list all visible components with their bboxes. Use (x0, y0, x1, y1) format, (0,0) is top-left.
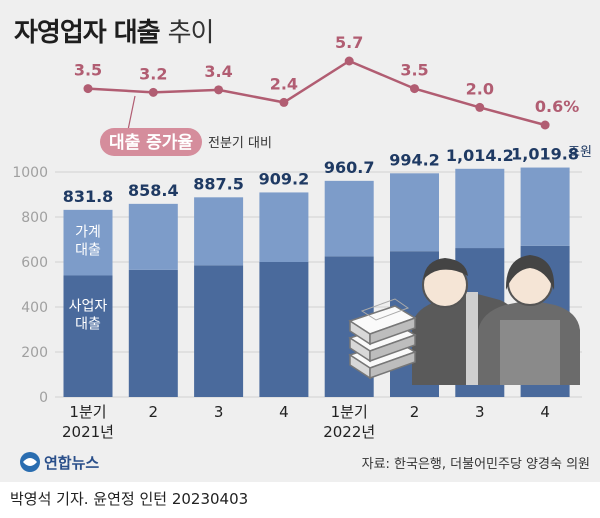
legend-note: 전분기 대비 (208, 136, 272, 151)
business-segment-label: 사업자 대출 (69, 298, 108, 332)
x-axis-label: 4 (540, 403, 550, 421)
growth-label: 2.0 (466, 79, 494, 98)
growth-point (83, 84, 93, 94)
total-label: 858.4 (128, 181, 179, 200)
total-label: 960.7 (324, 158, 375, 177)
growth-line-path (87, 59, 546, 127)
legend-pill-label: 대출 증가율 (109, 133, 193, 153)
logo-mark-inner (23, 458, 37, 466)
y-tick-label: 1000 (12, 165, 48, 181)
x-axis-labels: 1분기 2021년 2 3 4 1분기 2022년 2 3 4 (62, 403, 550, 441)
x-axis-label: 4 (279, 403, 289, 421)
title-sub: 추이 (167, 18, 215, 48)
logo-text: 연합뉴스 (44, 454, 99, 472)
legend-pill (100, 128, 202, 156)
total-labels: 831.8 858.4 887.5 909.2 960.7 994.2 1,014.21,0… (63, 145, 579, 206)
y-tick-label: 200 (21, 345, 48, 361)
total-label: 909.2 (259, 169, 310, 188)
growth-labels: 3.5 3.2 3.4 2.4 5.7 3.5 2.0 0.6% (74, 33, 579, 116)
growth-label: 0.6% (535, 97, 579, 116)
growth-label: 2.4 (270, 74, 298, 93)
growth-label: 3.4 (204, 62, 232, 81)
y-tick-label: 0 (39, 390, 48, 406)
x-axis-label: 2 (410, 403, 420, 421)
growth-point (344, 56, 354, 66)
bar-household (63, 209, 113, 276)
y-tick-label: 600 (21, 255, 48, 271)
people-illustration (412, 255, 580, 385)
y-axis-ticks: 0 200 400 600 800 1000 (12, 165, 48, 406)
total-label: 831.8 (63, 187, 114, 206)
household-segment-label: 가계 대출 (75, 225, 101, 259)
growth-point (214, 85, 224, 95)
x-axis-label: 3 (475, 403, 485, 421)
unit-label: 조원 (568, 145, 592, 160)
title-main: 자영업자 대출 (14, 18, 161, 48)
bar-business (259, 262, 309, 397)
x-axis-label: 3 (214, 403, 224, 421)
bar-household (520, 167, 570, 246)
y-tick-label: 800 (21, 210, 48, 226)
growth-point (148, 87, 158, 97)
growth-label: 5.7 (335, 33, 363, 52)
bar-household (455, 168, 505, 249)
bar-household (324, 180, 374, 257)
source-text: 자료: 한국은행, 더불어민주당 양경숙 의원 (362, 456, 590, 472)
growth-label: 3.2 (139, 64, 167, 83)
total-label: 1,019.8 (511, 145, 579, 164)
bar-household (194, 197, 244, 266)
legend-pointer (127, 95, 136, 131)
money-stack-illustration (348, 298, 417, 380)
growth-point (279, 97, 289, 107)
total-label: 887.5 (193, 174, 244, 193)
x-axis-label: 1분기 2022년 (323, 403, 375, 441)
x-axis-label: 1분기 2021년 (62, 403, 114, 441)
bar-business (194, 265, 244, 397)
bar-household (128, 203, 178, 270)
growth-line (83, 56, 550, 130)
x-axis-label: 2 (149, 403, 159, 421)
chart-title: 자영업자 대출 추이 (14, 12, 215, 49)
growth-label: 3.5 (400, 61, 428, 80)
growth-label: 3.5 (74, 61, 102, 80)
growth-point (540, 120, 550, 130)
bar-household (390, 173, 439, 252)
bar-household (259, 192, 309, 262)
y-tick-label: 400 (21, 300, 48, 316)
bar-business (63, 275, 113, 397)
byline: 박영석 기자. 윤연정 인턴 20230403 (10, 490, 249, 508)
total-label: 994.2 (389, 150, 440, 169)
growth-point (475, 102, 485, 112)
total-label: 1,014.2 (446, 146, 514, 165)
bar-business (128, 269, 178, 397)
growth-point (410, 84, 419, 94)
